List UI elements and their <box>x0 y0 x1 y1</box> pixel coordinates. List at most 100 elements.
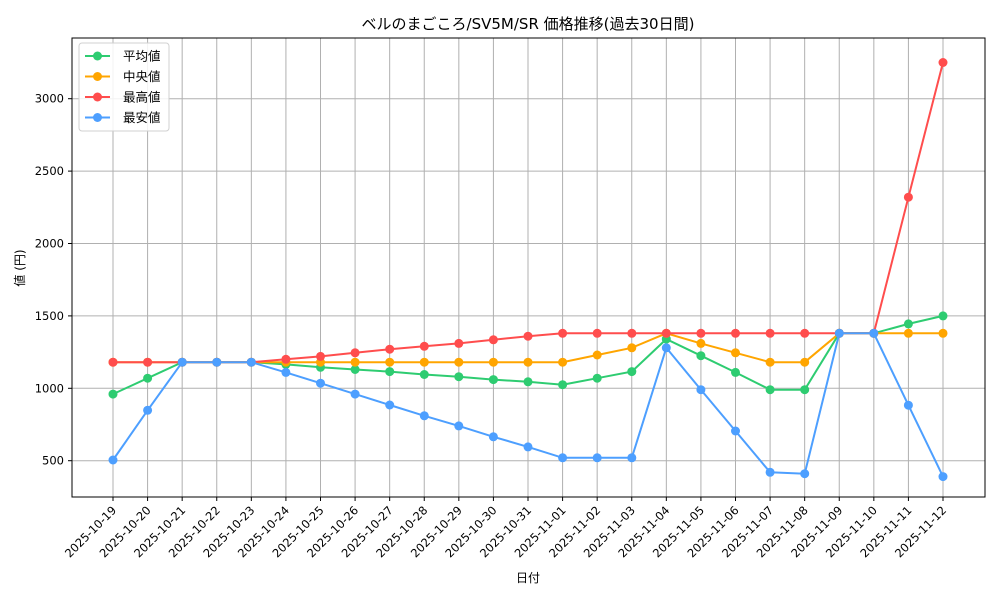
data-point-marker <box>108 389 118 399</box>
data-point-marker <box>523 442 533 452</box>
data-point-marker <box>281 367 291 377</box>
data-point-marker <box>627 453 637 463</box>
data-point-marker <box>800 357 810 367</box>
data-point-marker <box>143 405 153 415</box>
data-point-marker <box>108 455 118 465</box>
data-point-marker <box>385 367 395 377</box>
data-point-marker <box>765 467 775 477</box>
data-point-marker <box>385 357 395 367</box>
data-series <box>108 58 948 482</box>
data-point-marker <box>938 328 948 338</box>
data-point-marker <box>938 58 948 67</box>
data-point-marker <box>592 373 602 383</box>
data-point-marker <box>212 357 222 367</box>
data-point-marker <box>834 328 844 338</box>
data-point-marker <box>800 385 810 395</box>
data-point-marker <box>419 411 429 421</box>
legend-marker-icon <box>93 72 102 81</box>
data-point-marker <box>696 351 706 361</box>
data-point-marker <box>592 328 602 338</box>
grid-lines <box>72 38 985 497</box>
data-point-marker <box>488 335 498 345</box>
legend-label: 平均値 <box>123 49 161 64</box>
data-point-marker <box>350 357 360 367</box>
data-point-marker <box>350 365 360 374</box>
data-point-marker <box>419 341 429 351</box>
data-point-marker <box>903 328 913 338</box>
data-point-marker <box>454 421 464 431</box>
legend-box <box>78 42 170 132</box>
data-point-marker <box>627 328 637 338</box>
data-point-marker <box>696 385 706 395</box>
y-tick-label: 1500 <box>35 309 64 323</box>
data-point-marker <box>523 357 533 367</box>
data-point-marker <box>592 453 602 463</box>
data-point-marker <box>177 357 187 367</box>
y-tick-label: 2000 <box>35 237 64 251</box>
legend-label: 最高値 <box>123 90 161 105</box>
data-point-marker <box>419 370 429 379</box>
data-point-marker <box>454 357 464 367</box>
data-point-marker <box>488 357 498 367</box>
y-tick-label: 3000 <box>35 92 64 106</box>
data-point-marker <box>558 453 568 463</box>
data-point-marker <box>592 350 602 360</box>
data-point-marker <box>488 375 498 385</box>
data-point-marker <box>558 380 568 390</box>
legend-label: 最安値 <box>123 110 161 125</box>
data-point-marker <box>488 432 498 442</box>
data-point-marker <box>938 472 948 482</box>
data-point-marker <box>627 343 637 353</box>
y-axis: 500 1000 1500 2000 2500 3000 <box>35 92 72 468</box>
series-min <box>108 328 948 482</box>
legend-marker-icon <box>93 51 102 61</box>
data-point-marker <box>661 328 671 338</box>
data-point-marker <box>627 367 637 377</box>
x-axis-label: 日付 <box>516 571 540 585</box>
data-point-marker <box>800 469 810 479</box>
data-point-marker <box>108 357 118 367</box>
data-point-marker <box>731 348 740 358</box>
data-point-marker <box>385 344 395 354</box>
data-point-marker <box>869 328 879 338</box>
data-point-marker <box>419 357 429 367</box>
legend-marker-icon <box>93 92 102 102</box>
data-point-marker <box>696 328 706 338</box>
data-point-marker <box>731 328 740 338</box>
y-tick-label: 1000 <box>35 381 64 395</box>
y-tick-label: 2500 <box>35 164 64 178</box>
y-tick-label: 500 <box>42 454 64 468</box>
data-point-marker <box>316 351 325 361</box>
data-point-marker <box>938 311 948 321</box>
chart-title: ベルのまごころ/SV5M/SR 価格推移(過去30日間) <box>362 15 695 33</box>
data-point-marker <box>454 338 464 348</box>
data-point-marker <box>765 328 775 338</box>
data-point-marker <box>246 357 256 367</box>
data-point-marker <box>903 192 913 202</box>
data-point-marker <box>350 389 360 399</box>
data-point-marker <box>316 378 325 388</box>
data-point-marker <box>731 367 740 377</box>
data-point-marker <box>558 328 568 338</box>
data-point-marker <box>800 328 810 338</box>
legend-label: 中央値 <box>123 69 161 84</box>
data-point-marker <box>281 354 291 364</box>
data-point-marker <box>454 372 464 382</box>
data-point-marker <box>731 426 740 436</box>
data-point-marker <box>385 400 395 410</box>
data-point-marker <box>523 377 533 387</box>
data-point-marker <box>661 343 671 353</box>
data-point-marker <box>143 373 153 383</box>
data-point-marker <box>903 400 913 410</box>
data-point-marker <box>765 357 775 367</box>
data-point-marker <box>523 331 533 341</box>
y-axis-label: 値 (円) <box>12 249 27 286</box>
data-point-marker <box>350 348 360 358</box>
data-point-marker <box>143 357 153 367</box>
data-point-marker <box>558 357 568 367</box>
data-point-marker <box>765 385 775 395</box>
data-point-marker <box>696 338 706 348</box>
